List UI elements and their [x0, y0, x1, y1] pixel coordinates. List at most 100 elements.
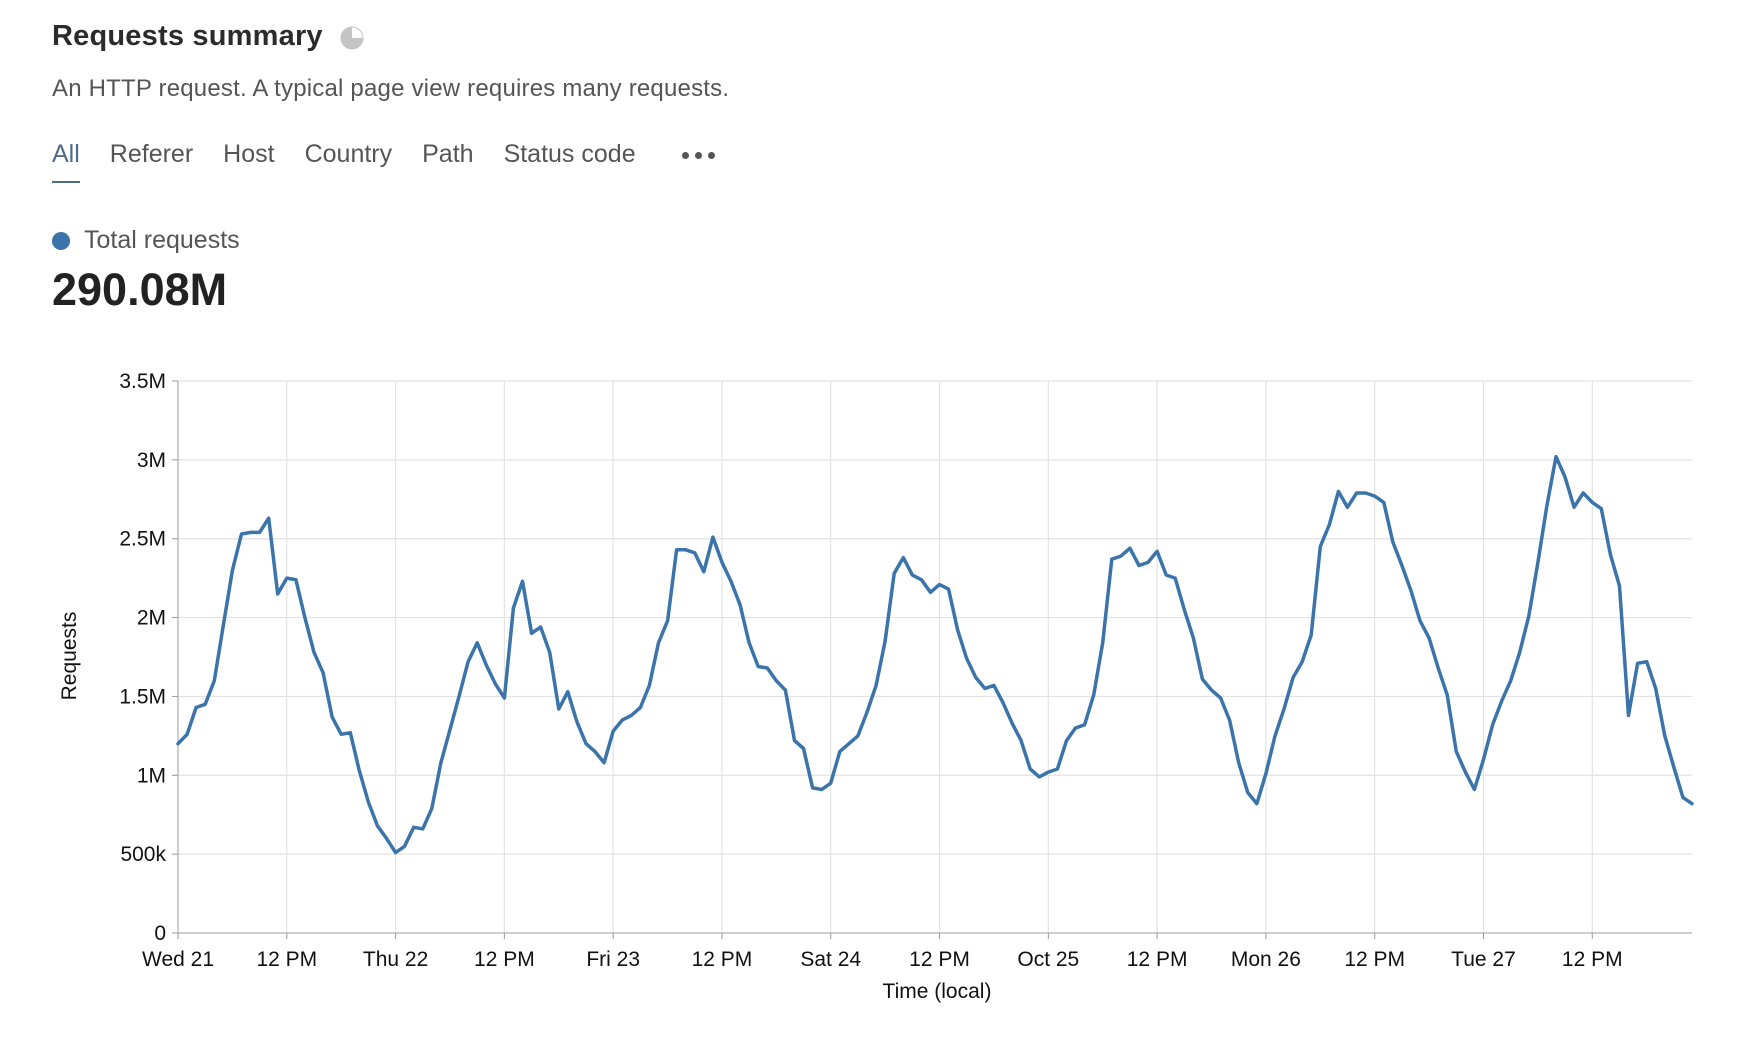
data-point[interactable]: [373, 822, 381, 830]
data-point[interactable]: [1135, 562, 1143, 570]
data-point[interactable]: [301, 614, 309, 622]
data-point[interactable]: [1407, 587, 1415, 595]
data-point[interactable]: [1189, 634, 1197, 642]
data-point[interactable]: [355, 767, 363, 775]
data-point[interactable]: [754, 663, 762, 671]
data-point[interactable]: [1307, 631, 1315, 639]
data-point[interactable]: [528, 629, 536, 637]
data-point[interactable]: [890, 569, 898, 577]
data-point[interactable]: [1561, 473, 1569, 481]
data-point[interactable]: [791, 737, 799, 745]
data-point[interactable]: [392, 849, 400, 857]
data-point[interactable]: [1072, 724, 1080, 732]
data-point[interactable]: [1144, 558, 1152, 566]
data-point[interactable]: [781, 686, 789, 694]
data-point[interactable]: [455, 692, 463, 700]
data-point[interactable]: [1244, 789, 1252, 797]
data-point[interactable]: [1171, 574, 1179, 582]
data-point[interactable]: [600, 759, 608, 767]
data-point[interactable]: [1044, 768, 1052, 776]
data-point[interactable]: [1570, 503, 1578, 511]
data-point[interactable]: [709, 533, 717, 541]
pie-chart-icon[interactable]: [339, 25, 365, 51]
data-point[interactable]: [509, 604, 517, 612]
data-point[interactable]: [1625, 711, 1633, 719]
data-point[interactable]: [1380, 498, 1388, 506]
data-point[interactable]: [836, 748, 844, 756]
data-point[interactable]: [1053, 765, 1061, 773]
data-point[interactable]: [319, 669, 327, 677]
data-point[interactable]: [1606, 551, 1614, 559]
data-point[interactable]: [573, 718, 581, 726]
data-point[interactable]: [1480, 756, 1488, 764]
data-point[interactable]: [618, 716, 626, 724]
data-point[interactable]: [1452, 748, 1460, 756]
data-point[interactable]: [1226, 716, 1234, 724]
data-point[interactable]: [219, 622, 227, 630]
data-point[interactable]: [464, 658, 472, 666]
data-point[interactable]: [564, 688, 572, 696]
tab-host[interactable]: Host: [223, 140, 275, 168]
data-point[interactable]: [627, 711, 635, 719]
data-point[interactable]: [419, 825, 427, 833]
data-point[interactable]: [908, 571, 916, 579]
data-point[interactable]: [383, 834, 391, 842]
data-point[interactable]: [519, 577, 527, 585]
data-point[interactable]: [1679, 793, 1687, 801]
data-point[interactable]: [1344, 503, 1352, 511]
data-point[interactable]: [1017, 737, 1025, 745]
data-point[interactable]: [1434, 664, 1442, 672]
tab-status-code[interactable]: Status code: [503, 140, 636, 168]
data-point[interactable]: [1153, 547, 1161, 555]
data-point[interactable]: [917, 576, 925, 584]
data-point[interactable]: [1099, 639, 1107, 647]
data-point[interactable]: [1325, 521, 1333, 529]
series-line-total-requests[interactable]: [176, 454, 1694, 855]
data-point[interactable]: [1389, 538, 1397, 546]
data-point[interactable]: [1262, 770, 1270, 778]
data-point[interactable]: [809, 784, 817, 792]
data-point[interactable]: [1534, 558, 1542, 566]
data-point[interactable]: [954, 626, 962, 634]
data-point[interactable]: [428, 804, 436, 812]
data-point[interactable]: [283, 574, 291, 582]
data-point[interactable]: [1117, 552, 1125, 560]
data-point[interactable]: [1298, 658, 1306, 666]
data-point[interactable]: [1126, 544, 1134, 552]
data-point[interactable]: [845, 740, 853, 748]
data-point[interactable]: [682, 546, 690, 554]
data-point[interactable]: [936, 581, 944, 589]
data-point[interactable]: [410, 823, 418, 831]
data-point[interactable]: [228, 566, 236, 574]
data-point[interactable]: [1643, 658, 1651, 666]
data-point[interactable]: [881, 637, 889, 645]
data-point[interactable]: [1180, 606, 1188, 614]
data-point[interactable]: [401, 842, 409, 850]
data-point[interactable]: [201, 700, 209, 708]
data-point[interactable]: [1552, 453, 1560, 461]
data-point[interactable]: [1362, 489, 1370, 497]
data-point[interactable]: [863, 708, 871, 716]
data-point[interactable]: [854, 732, 862, 740]
data-point[interactable]: [818, 786, 826, 794]
data-point[interactable]: [899, 554, 907, 562]
data-point[interactable]: [473, 639, 481, 647]
data-point[interactable]: [364, 798, 372, 806]
data-point[interactable]: [1516, 648, 1524, 656]
data-point[interactable]: [274, 590, 282, 598]
data-point[interactable]: [727, 577, 735, 585]
data-point[interactable]: [238, 530, 246, 538]
data-point[interactable]: [1235, 759, 1243, 767]
data-point[interactable]: [972, 674, 980, 682]
tab-all[interactable]: All: [52, 140, 80, 183]
data-point[interactable]: [437, 759, 445, 767]
data-point[interactable]: [1026, 765, 1034, 773]
data-point[interactable]: [963, 655, 971, 663]
data-point[interactable]: [1198, 675, 1206, 683]
data-point[interactable]: [700, 568, 708, 576]
data-point[interactable]: [718, 558, 726, 566]
data-point[interactable]: [1108, 555, 1116, 563]
data-point[interactable]: [446, 726, 454, 734]
data-point[interactable]: [247, 528, 255, 536]
data-point[interactable]: [265, 514, 273, 522]
